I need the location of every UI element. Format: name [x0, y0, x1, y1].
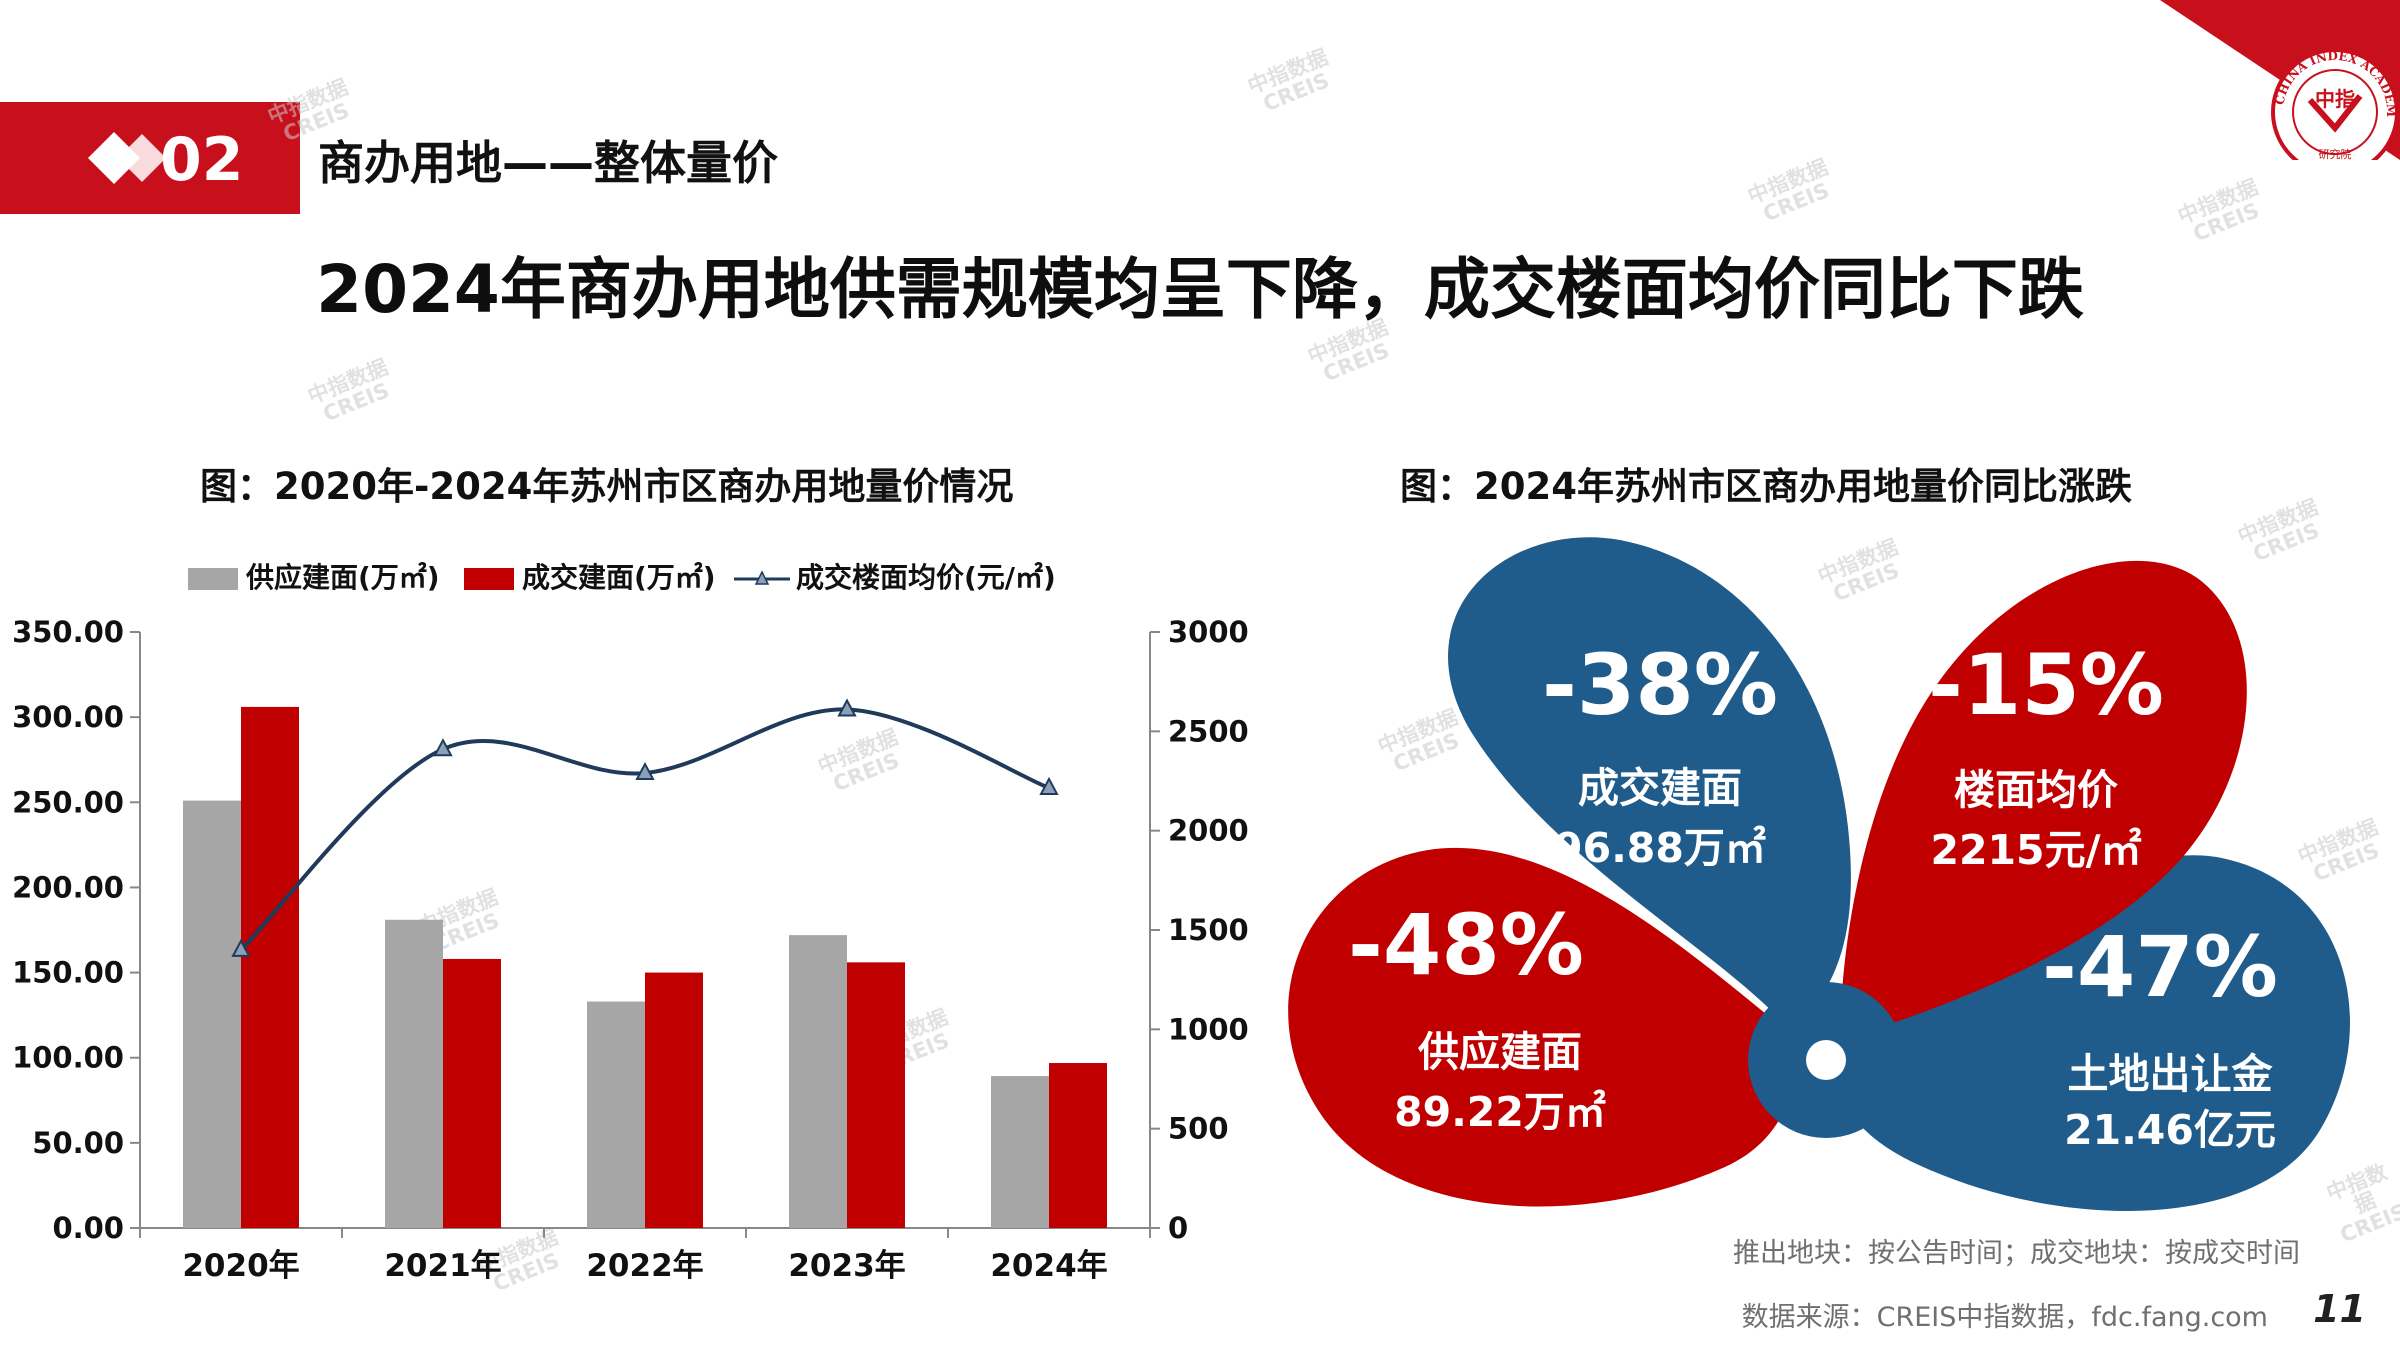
bar-supply — [385, 919, 443, 1228]
diamond-icon — [88, 132, 166, 184]
bubble-pct-deal: -38% — [1542, 636, 1778, 734]
left-chart-title: 图：2020年-2024年苏州市区商办用地量价情况 — [200, 465, 1014, 508]
y-left-tick-label: 100.00 — [12, 1041, 124, 1075]
y-right-tick-label: 1000 — [1168, 1012, 1249, 1046]
price-point — [433, 738, 453, 757]
bar-supply — [183, 800, 241, 1228]
bubble-value-land: 21.46亿元 — [2064, 1106, 2276, 1154]
y-left-tick-label: 300.00 — [12, 700, 124, 734]
data-note: 推出地块：按公告时间；成交地块：按成交时间 — [1733, 1238, 2300, 1269]
legend-swatch-supply — [188, 568, 238, 590]
bubble-deal-area — [1448, 537, 1851, 1030]
page-number: 11 — [2313, 1287, 2366, 1331]
svg-text:中指: 中指 — [2315, 87, 2355, 111]
bar-deal — [443, 958, 501, 1228]
bubble-label-deal: 成交建面 — [1578, 764, 1742, 812]
legend-label-supply: 供应建面(万㎡) — [246, 561, 440, 594]
right-chart-title: 图：2024年苏州市区商办用地量价同比涨跌 — [1400, 465, 2132, 508]
bubble-pct-price: -15% — [1928, 636, 2164, 734]
bubble-pct-land: -47% — [2042, 918, 2278, 1016]
legend-label-price: 成交楼面均价(元/㎡) — [796, 561, 1056, 594]
bubble-hub-dot — [1806, 1040, 1846, 1080]
x-tick-label: 2023年 — [788, 1248, 905, 1284]
bar-supply — [789, 935, 847, 1228]
price-point — [231, 938, 251, 957]
bubble-label-price: 楼面均价 — [1954, 766, 2118, 814]
section-number: 02 — [160, 125, 244, 195]
x-tick-label: 2021年 — [384, 1248, 501, 1284]
y-right-tick-label: 3000 — [1168, 615, 1249, 649]
bubble-infographic — [1288, 537, 2350, 1211]
bar-deal — [645, 972, 703, 1228]
seal-icon — [2271, 48, 2399, 160]
y-right-tick-label: 2500 — [1168, 714, 1249, 748]
corner-logo: CHINA INDEX ACADEMY 中指 研究院 — [2160, 0, 2400, 160]
bubble-value-price: 2215元/㎡ — [1930, 826, 2142, 874]
bubble-value-deal: 96.88万㎡ — [1554, 824, 1766, 872]
legend-label-deal: 成交建面(万㎡) — [522, 561, 716, 594]
svg-text:研究院: 研究院 — [2319, 147, 2352, 160]
bubble-pct-supply: -48% — [1348, 896, 1584, 994]
x-tick-label: 2022年 — [586, 1248, 703, 1284]
legend-supply: 供应建面(万㎡) — [188, 558, 440, 598]
y-right-tick-label: 0 — [1168, 1211, 1188, 1245]
legend-swatch-price — [734, 570, 790, 585]
price-point — [635, 761, 655, 781]
legend-price: 成交楼面均价(元/㎡) — [734, 558, 1056, 598]
section-tag — [0, 102, 300, 214]
y-left-tick-label: 200.00 — [12, 870, 124, 904]
y-right-tick-label: 2000 — [1168, 814, 1249, 848]
y-left-tick-label: 150.00 — [12, 956, 124, 990]
bar-deal — [1049, 1063, 1107, 1228]
y-left-tick-label: 50.00 — [32, 1126, 124, 1160]
price-point — [837, 698, 857, 717]
y-left-tick-label: 350.00 — [12, 615, 124, 649]
bubble-label-supply: 供应建面 — [1418, 1028, 1582, 1076]
y-left-tick-label: 0.00 — [52, 1211, 124, 1245]
bar-deal — [847, 962, 905, 1228]
section-title: 商办用地——整体量价 — [318, 136, 778, 190]
legend-swatch-deal — [464, 568, 514, 590]
y-left-tick-label: 250.00 — [12, 785, 124, 819]
price-point — [1039, 776, 1059, 795]
bar-deal — [241, 706, 299, 1228]
bar-supply — [991, 1076, 1049, 1228]
data-source: 数据来源：CREIS中指数据，fdc.fang.com — [1741, 1302, 2268, 1333]
y-right-tick-label: 1500 — [1168, 913, 1249, 947]
bubble-unit-price — [1840, 560, 2247, 1040]
x-tick-label: 2020年 — [182, 1248, 299, 1284]
y-right-tick-label: 500 — [1168, 1112, 1229, 1146]
bubble-supply — [1288, 847, 1798, 1207]
legend-deal: 成交建面(万㎡) — [464, 558, 716, 598]
x-tick-label: 2024年 — [990, 1248, 1107, 1284]
bubble-value-supply: 89.22万㎡ — [1394, 1088, 1606, 1136]
bubble-label-land: 土地出让金 — [2067, 1050, 2273, 1098]
combo-chart: 0.00 50.00 100.00 150.00 200.00 250.00 300.00 3… — [12, 615, 1249, 1284]
bubble-land-revenue — [1830, 855, 2350, 1211]
bar-supply — [587, 1001, 645, 1228]
price-line — [239, 707, 1050, 952]
headline: 2024年商办用地供需规模均呈下降，成交楼面均价同比下跌 — [316, 251, 2084, 328]
